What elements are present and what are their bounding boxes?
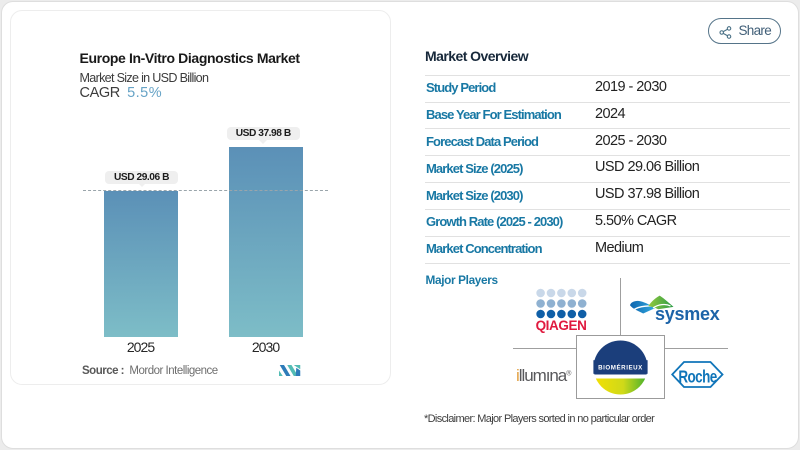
svg-text:BIOMÉRIEUX: BIOMÉRIEUX xyxy=(598,363,643,371)
svg-text:Roche: Roche xyxy=(678,368,717,387)
